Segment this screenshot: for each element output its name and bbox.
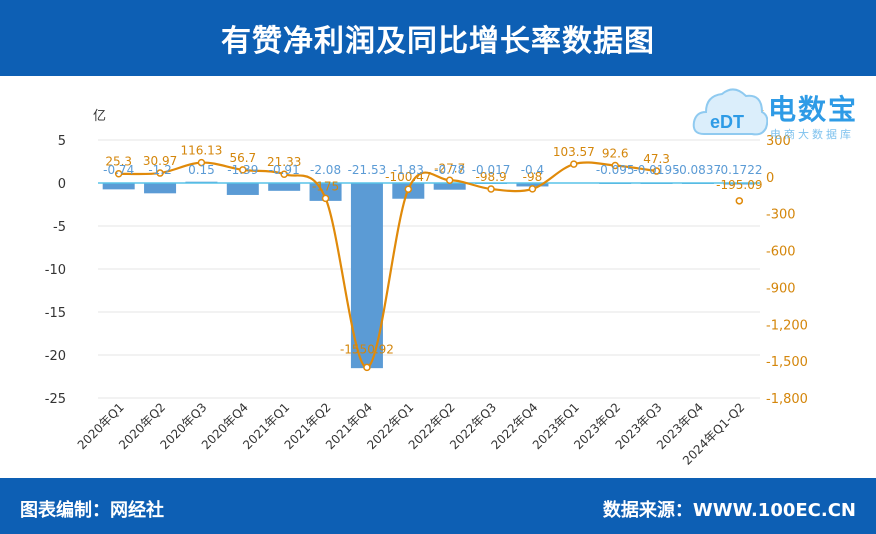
bar-data-label: -1.39 [227,163,258,177]
line-data-label: -98.9 [476,170,507,184]
footer-credit: 图表编制：网经社 [20,500,164,521]
header-bar: 有赞净利润及同比增长率数据图 [0,0,876,76]
growth-line [118,161,657,369]
line-point [570,160,578,168]
cloud-logo-icon: eDT [692,88,768,136]
left-tick-label: -5 [53,220,66,235]
bar [226,183,259,195]
page-title: 有赞净利润及同比增长率数据图 [221,24,655,59]
right-tick-label: -900 [766,281,796,296]
bar-data-label: -0.0837 [675,163,721,177]
line-point [404,185,413,193]
line-point [114,169,123,178]
left-tick-label: -15 [45,306,66,321]
line-point [652,167,661,175]
bar-data-label: -0.74 [103,163,134,177]
line-data-label: 56.7 [229,151,256,165]
line-point [156,169,164,177]
line-data-label: -27.7 [434,161,465,175]
line-data-label: 47.3 [643,152,670,166]
left-tick-label: 5 [58,134,66,149]
footer-source: 数据来源：WWW.100EC.CN [602,500,856,521]
right-tick-label: -1,500 [766,355,808,370]
footer-bar: 图表编制：网经社 数据来源：WWW.100EC.CN [0,478,876,534]
right-tick-label: -1,200 [766,318,808,333]
line-data-label: 116.13 [180,144,222,158]
line-data-label: 92.6 [602,146,629,160]
line-point [528,185,537,193]
right-tick-label: -1,800 [766,392,808,407]
svg-text:eDT: eDT [710,112,744,132]
right-tick-label: 0 [766,171,774,186]
line-data-label: 30.97 [143,154,177,168]
left-tick-label: -10 [45,263,66,278]
line-data-label: -1550.92 [340,342,394,356]
bar-data-label: -1.2 [148,163,171,177]
bar-data-label: -0.91 [269,163,300,177]
line-point [611,161,619,170]
right-tick-label: -300 [766,208,796,223]
brand-logo: eDT 电数宝 电商大数据库 [690,82,870,152]
line-data-label: 103.57 [553,145,595,159]
line-point [735,197,744,205]
bar [102,183,135,190]
line-data-label: -100.47 [385,170,431,184]
bar-data-label: -0.1722 [716,163,762,177]
bar-data-label: -0.017 [472,163,511,177]
bar [309,183,342,201]
logo-brand: 电数宝 [768,93,859,126]
line-point [197,158,206,167]
bar-data-label: -21.53 [348,163,387,177]
line-point [321,194,330,203]
line-data-label: -98 [523,170,543,184]
line-data-label: 21.33 [267,155,301,169]
left-tick-label: -20 [45,349,66,364]
bar [433,183,466,190]
bar [516,183,549,187]
line-point [239,166,247,174]
chart: 5 0 -5 -10 -15 -20 -25 亿 300 0 -300 -600 -900 -1,200 -… [45,109,808,468]
right-tick-label: -600 [766,245,796,260]
line-data-label: 25.3 [105,155,132,169]
bar-data-label: -0.78 [434,163,465,177]
left-tick-label: 0 [58,177,66,192]
line-data-label: -175 [312,179,339,193]
line-point [280,170,288,178]
left-axis-unit: 亿 [93,109,106,124]
bar [268,183,301,191]
bar-data-label: 0.15 [188,163,215,177]
bar-data-label: -2.08 [310,163,341,177]
bar-data-label: -0.095 [596,163,635,177]
logo-sub: 电商大数据库 [770,128,854,141]
line-point [487,185,495,193]
right-tick-label: 300 [766,134,791,149]
line-point [363,363,371,372]
bar [144,183,177,194]
bar-data-label: -0.4 [521,163,544,177]
bar-data-label: -1.83 [393,163,424,177]
bar-data-label: -0.0195 [633,163,679,177]
line-data-label: -195.09 [716,178,762,192]
line-point [445,176,454,185]
left-tick-label: -25 [45,392,66,407]
